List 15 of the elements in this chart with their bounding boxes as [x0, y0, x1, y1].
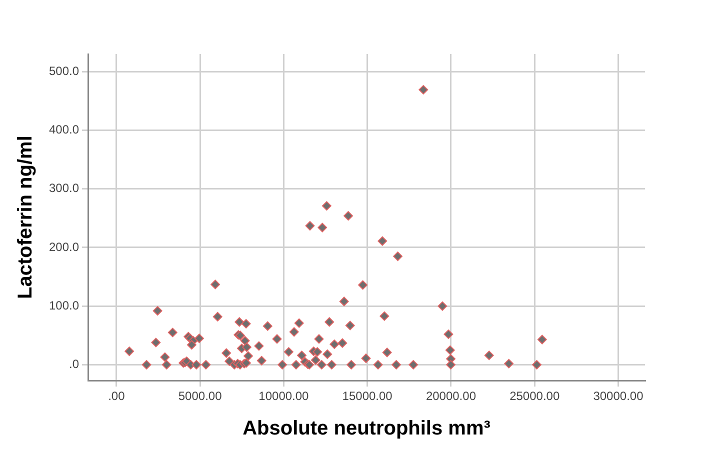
y-tick-label: 100.0 — [48, 298, 80, 312]
y-tick-label: 200.0 — [48, 240, 80, 254]
x-tick-label: 30000.00 — [593, 389, 644, 404]
y-tick-label: 300.0 — [48, 181, 80, 196]
x-axis-title: Absolute neutrophils mm³ — [242, 418, 491, 440]
y-tick-label: .0 — [68, 357, 80, 372]
y-tick-label: 500.0 — [48, 64, 80, 78]
y-axis-title: Lactoferrin ng/ml — [14, 136, 37, 299]
x-tick-label: .00 — [108, 389, 126, 404]
x-tick-label: 15000.00 — [342, 389, 393, 404]
x-tick-label: 10000.00 — [258, 389, 310, 404]
x-tick-label: 25000.00 — [510, 389, 560, 404]
x-tick-label: 5000.00 — [178, 389, 222, 404]
x-tick-label: 20000.00 — [426, 389, 476, 404]
y-tick-label: 400.0 — [48, 122, 80, 137]
